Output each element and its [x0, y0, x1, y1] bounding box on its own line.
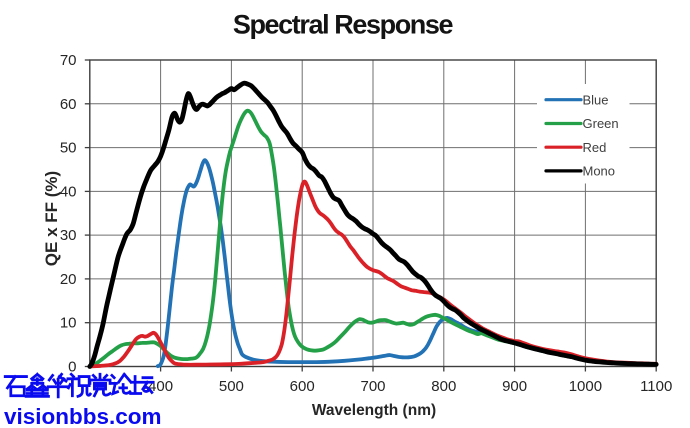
svg-text:visionbbs.com: visionbbs.com: [4, 404, 162, 428]
svg-text:Spectral Response: Spectral Response: [233, 10, 454, 40]
svg-text:60: 60: [60, 96, 77, 113]
svg-text:Wavelength (nm): Wavelength (nm): [312, 402, 436, 419]
svg-text:1100: 1100: [640, 378, 672, 395]
svg-text:70: 70: [60, 52, 77, 69]
svg-text:0: 0: [68, 359, 76, 376]
svg-text:10: 10: [60, 315, 77, 332]
svg-text:600: 600: [290, 378, 315, 395]
svg-text:50: 50: [60, 140, 77, 157]
svg-text:QE x FF (%): QE x FF (%): [42, 171, 61, 266]
svg-text:40: 40: [60, 183, 77, 200]
svg-text:700: 700: [360, 378, 385, 395]
svg-text:Green: Green: [583, 116, 619, 131]
svg-text:Red: Red: [583, 140, 607, 155]
svg-text:900: 900: [502, 378, 527, 395]
svg-text:Mono: Mono: [583, 164, 616, 179]
svg-text:1000: 1000: [569, 378, 602, 395]
svg-text:20: 20: [60, 271, 77, 288]
svg-text:30: 30: [60, 227, 77, 244]
svg-text:800: 800: [431, 378, 456, 395]
svg-text:500: 500: [219, 378, 244, 395]
svg-text:Blue: Blue: [583, 92, 609, 107]
